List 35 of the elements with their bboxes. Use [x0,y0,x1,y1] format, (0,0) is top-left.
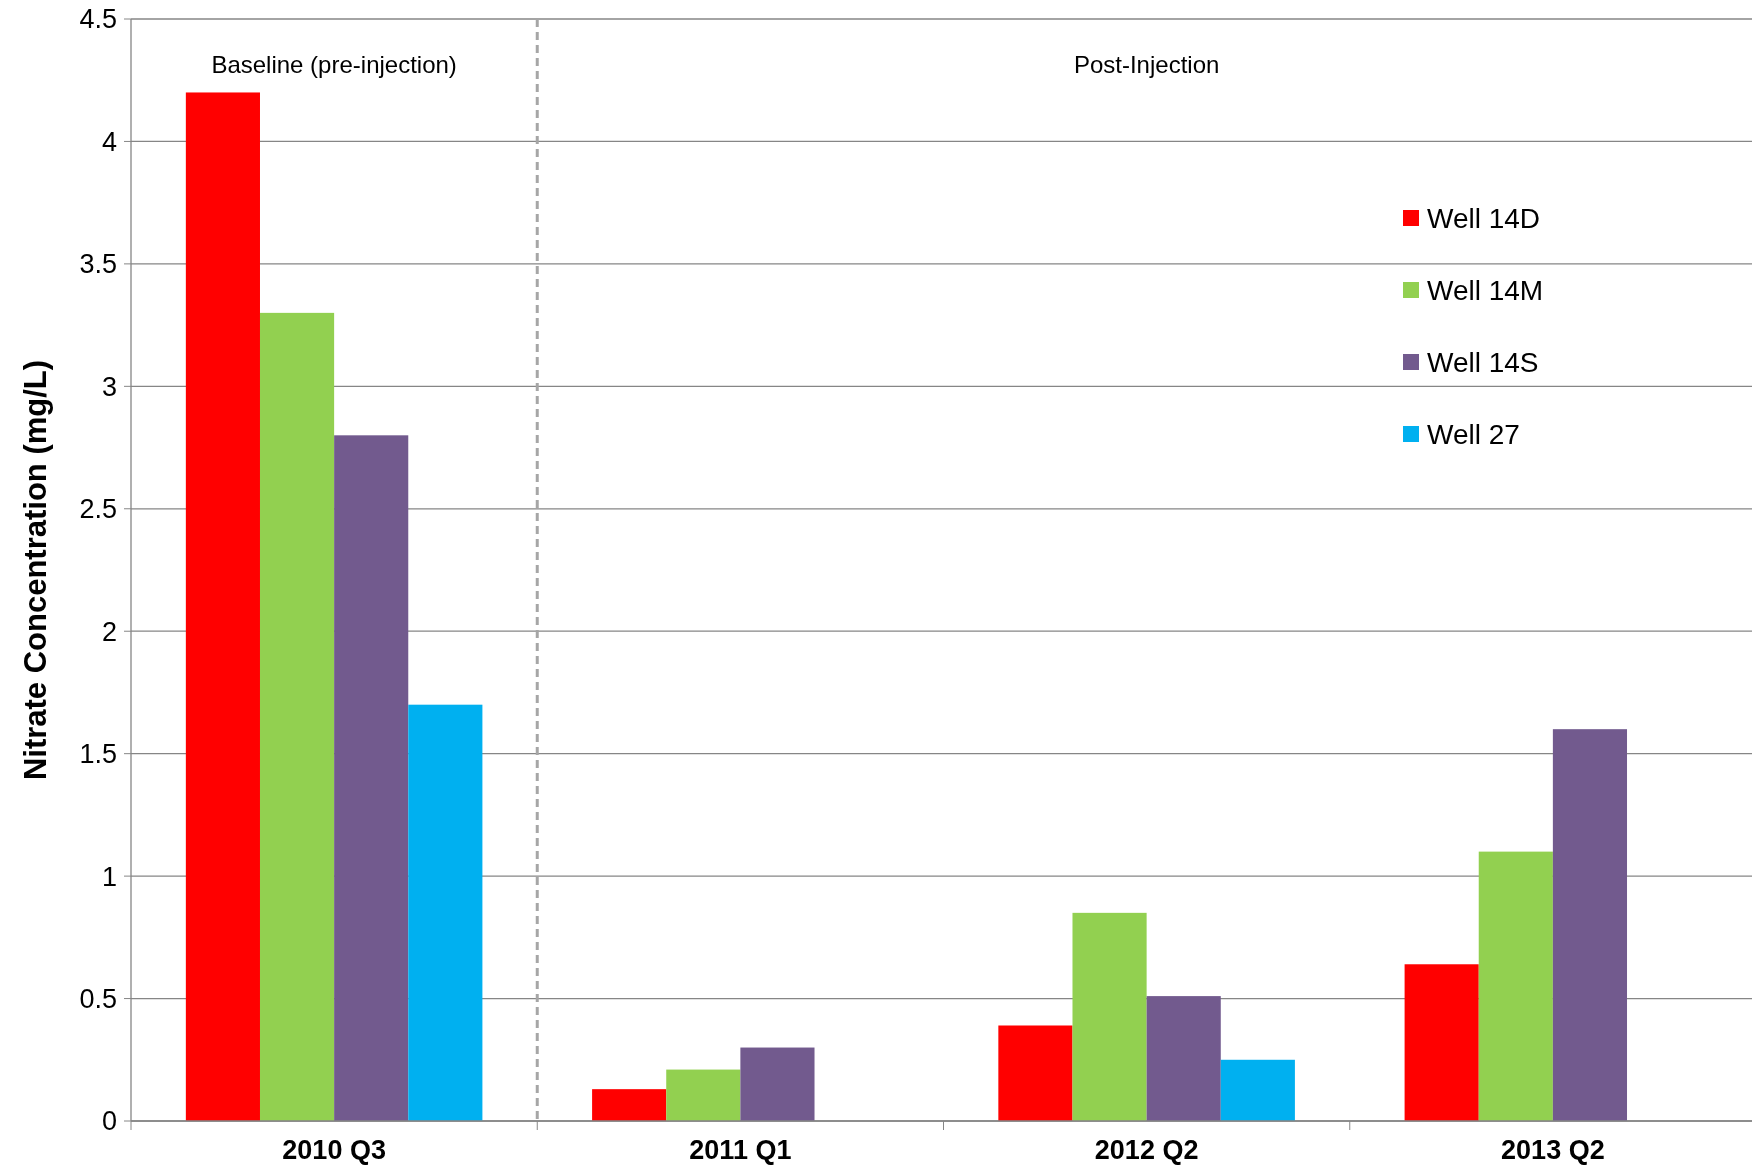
x-tick-label: 2012 Q2 [1094,1135,1199,1165]
y-tick-label: 2 [101,616,117,647]
x-tick-label: 2010 Q3 [282,1135,386,1165]
bar [740,1047,815,1121]
bar [1404,964,1479,1121]
bar [998,1025,1073,1121]
bar [185,92,260,1121]
x-tick-label: 2013 Q2 [1501,1135,1605,1165]
y-tick-label: 1 [101,861,117,892]
annotation: Baseline (pre-injection) [211,51,457,78]
y-axis-title: Nitrate Concentration (mg/L) [18,359,53,781]
bar [1146,996,1221,1121]
y-tick-label: 4 [101,126,117,157]
bar [259,312,335,1121]
y-tick-label: 3.5 [79,249,117,280]
y-tick-label: 1.5 [79,739,117,770]
bar [1220,1059,1295,1121]
y-tick-label: 3 [101,371,117,402]
y-tick-label: 0.5 [79,984,117,1015]
bar [1478,851,1553,1121]
bar [666,1069,741,1121]
legend-label: Well 14M [1427,274,1544,306]
legend-label: Well 14S [1427,346,1539,378]
y-tick-label: 4.5 [79,4,117,35]
y-tick-label: 0 [101,1106,117,1137]
y-tick-label: 2.5 [79,494,117,525]
bar [334,435,409,1121]
bar [1552,729,1628,1121]
bar [592,1089,667,1121]
x-tick-label: 2011 Q1 [689,1135,792,1165]
bar [408,704,483,1121]
legend-label: Well 27 [1427,418,1520,450]
annotation: Post-Injection [1073,51,1220,78]
legend-label: Well 14D [1427,202,1541,234]
bar [1072,912,1147,1121]
